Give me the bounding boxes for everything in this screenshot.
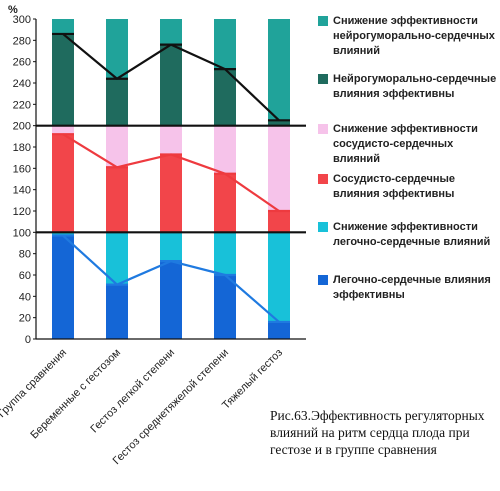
y-tick-label-260: 260 bbox=[13, 57, 31, 69]
bar-reduced-0-4 bbox=[268, 19, 290, 121]
bar-reduced-0-3 bbox=[214, 19, 236, 70]
legend-label-neuro-reduced: Снижение эффективности нейрогуморально-с… bbox=[333, 15, 495, 57]
bar-effective-0-1 bbox=[106, 78, 128, 126]
figure-caption: Рис.63.Эффективность регуляторных влияни… bbox=[270, 408, 485, 457]
bar-effective-1-3 bbox=[214, 173, 236, 233]
bar-effective-1-1 bbox=[106, 167, 128, 233]
bar-reduced-0-2 bbox=[160, 19, 182, 45]
y-tick-label-20: 20 bbox=[19, 313, 31, 325]
bar-reduced-2-0 bbox=[52, 232, 74, 236]
bar-effective-2-0 bbox=[52, 235, 74, 339]
bar-reduced-0-0 bbox=[52, 19, 74, 34]
y-tick-label-160: 160 bbox=[13, 163, 31, 175]
legend-label-pulmonary-effective: Легочно-сердечные влияния эффективны bbox=[333, 274, 491, 301]
y-tick-label-80: 80 bbox=[19, 249, 31, 261]
y-tick-label-220: 220 bbox=[13, 99, 31, 111]
y-tick-label-120: 120 bbox=[13, 206, 31, 218]
bar-reduced-1-1 bbox=[106, 125, 128, 168]
y-unit-label: % bbox=[8, 4, 18, 16]
y-tick-label-240: 240 bbox=[13, 78, 31, 90]
bar-effective-1-2 bbox=[160, 154, 182, 233]
y-tick-label-200: 200 bbox=[13, 121, 31, 133]
legend-label-neuro-effective: Нейрогуморально-сердечные влияния эффект… bbox=[333, 73, 497, 100]
bar-effective-1-4 bbox=[268, 211, 290, 233]
y-tick-label-60: 60 bbox=[19, 270, 31, 282]
legend-label-vascular-effective: Сосудисто-сердечные влияния эффективны bbox=[333, 173, 456, 200]
legend-swatch-vascular-reduced bbox=[318, 124, 328, 134]
bar-reduced-1-3 bbox=[214, 125, 236, 174]
bar-effective-2-1 bbox=[106, 284, 128, 339]
bar-effective-0-3 bbox=[214, 69, 236, 126]
bar-effective-2-2 bbox=[160, 261, 182, 339]
bar-reduced-0-1 bbox=[106, 19, 128, 79]
y-tick-label-180: 180 bbox=[13, 142, 31, 154]
bar-effective-0-4 bbox=[268, 120, 290, 126]
legend-label-pulmonary-reduced: Снижение эффективности легочно-сердечные… bbox=[333, 221, 491, 248]
y-tick-label-140: 140 bbox=[13, 185, 31, 197]
bar-effective-0-0 bbox=[52, 33, 74, 126]
bar-reduced-2-2 bbox=[160, 232, 182, 262]
bar-reduced-2-1 bbox=[106, 232, 128, 285]
legend-swatch-pulmonary-reduced bbox=[318, 222, 328, 232]
bar-effective-0-2 bbox=[160, 44, 182, 126]
bar-reduced-2-4 bbox=[268, 232, 290, 322]
bar-reduced-1-0 bbox=[52, 125, 74, 135]
bar-reduced-1-4 bbox=[268, 125, 290, 211]
category-label-1: Беременные с гестозом bbox=[28, 347, 123, 442]
legend-swatch-neuro-reduced bbox=[318, 16, 328, 26]
y-tick-label-280: 280 bbox=[13, 35, 31, 47]
legend-swatch-neuro-effective bbox=[318, 74, 328, 84]
bar-effective-2-4 bbox=[268, 321, 290, 339]
bar-effective-2-3 bbox=[214, 275, 236, 339]
y-tick-label-40: 40 bbox=[19, 291, 31, 303]
y-tick-label-100: 100 bbox=[13, 227, 31, 239]
y-tick-label-300: 300 bbox=[13, 14, 31, 26]
category-label-3: Гестоз среднетяжелой степени bbox=[111, 347, 231, 467]
bar-reduced-2-3 bbox=[214, 232, 236, 275]
y-tick-label-0: 0 bbox=[25, 334, 31, 346]
legend-swatch-pulmonary-effective bbox=[318, 275, 328, 285]
bar-effective-1-0 bbox=[52, 134, 74, 233]
legend-label-vascular-reduced: Снижение эффективности сосудисто-сердечн… bbox=[333, 123, 478, 165]
legend-swatch-vascular-effective bbox=[318, 174, 328, 184]
bar-reduced-1-2 bbox=[160, 125, 182, 155]
